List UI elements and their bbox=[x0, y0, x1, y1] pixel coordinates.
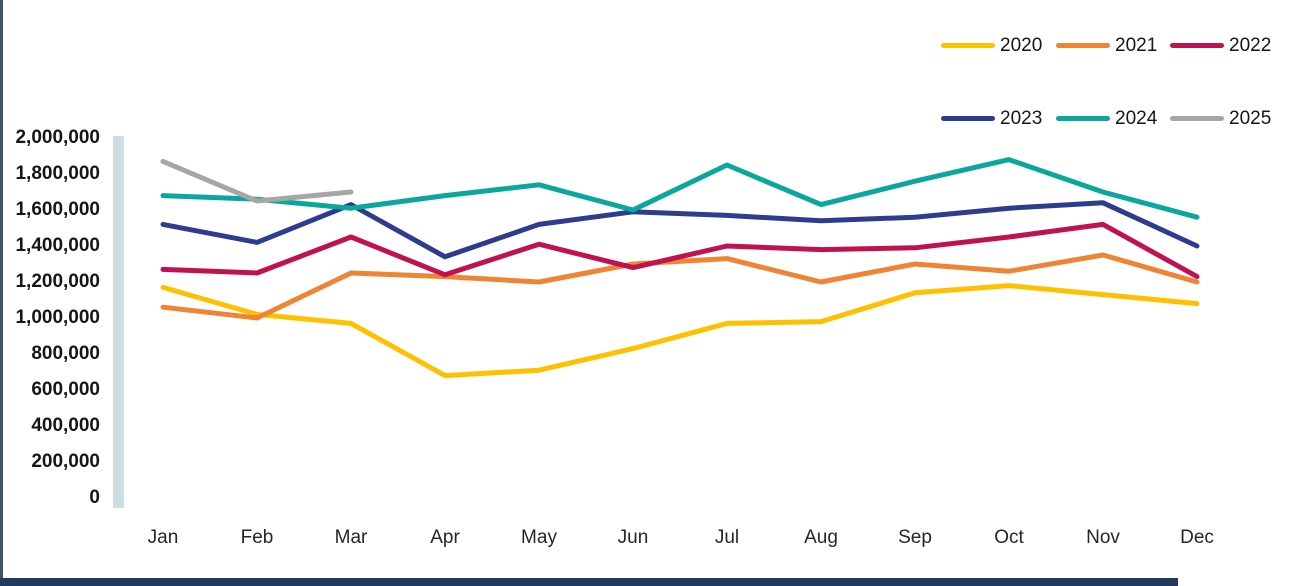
x-tick-label-sep: Sep bbox=[898, 527, 932, 548]
legend-label: 2021 bbox=[1115, 34, 1158, 56]
legend-swatch-2022 bbox=[1170, 43, 1224, 48]
x-tick-label-jan: Jan bbox=[147, 527, 179, 548]
legend-item-2020[interactable]: 2020 bbox=[941, 35, 1042, 56]
legend-swatch-2024 bbox=[1056, 116, 1110, 121]
y-tick-label: 1,000,000 bbox=[15, 307, 100, 328]
x-tick-label-oct: Oct bbox=[994, 527, 1024, 548]
x-tick-label-jun: Jun bbox=[617, 527, 649, 548]
legend-item-2025[interactable]: 2025 bbox=[1170, 108, 1271, 129]
x-tick-label-aug: Aug bbox=[804, 527, 838, 548]
legend-item-2024[interactable]: 2024 bbox=[1056, 108, 1157, 129]
legend-swatch-2020 bbox=[941, 43, 995, 48]
y-tick-label: 400,000 bbox=[31, 415, 100, 436]
x-tick-label-apr: Apr bbox=[430, 527, 460, 548]
x-tick-label-feb: Feb bbox=[240, 527, 274, 548]
y-tick-label: 1,600,000 bbox=[15, 199, 100, 220]
series-line-2020 bbox=[160, 283, 1200, 379]
legend-label: 2024 bbox=[1115, 107, 1158, 129]
y-tick-label: 1,400,000 bbox=[15, 235, 100, 256]
legend-swatch-2021 bbox=[1056, 43, 1110, 48]
legend-label: 2023 bbox=[1000, 107, 1043, 129]
y-tick-label: 200,000 bbox=[31, 451, 100, 472]
legend-item-2022[interactable]: 2022 bbox=[1170, 35, 1271, 56]
series-line-2021 bbox=[160, 252, 1200, 321]
legend-label: 2020 bbox=[1000, 34, 1043, 56]
legend-item-2023[interactable]: 2023 bbox=[941, 108, 1042, 129]
x-tick-label-mar: Mar bbox=[334, 527, 368, 548]
y-tick-label: 0 bbox=[89, 487, 100, 508]
legend-swatch-2025 bbox=[1170, 116, 1224, 121]
x-tick-label-nov: Nov bbox=[1086, 527, 1120, 548]
series-line-2022 bbox=[160, 221, 1200, 280]
legend-swatch-2023 bbox=[941, 116, 995, 121]
legend-label: 2025 bbox=[1229, 107, 1272, 129]
x-tick-label-dec: Dec bbox=[1180, 527, 1214, 548]
y-tick-label: 2,000,000 bbox=[15, 127, 100, 148]
y-tick-label: 600,000 bbox=[31, 379, 100, 400]
series-line-2024 bbox=[160, 157, 1200, 220]
y-axis-band bbox=[113, 136, 124, 508]
x-tick-label-may: May bbox=[521, 527, 557, 548]
y-tick-label: 800,000 bbox=[31, 343, 100, 364]
y-tick-label: 1,800,000 bbox=[15, 163, 100, 184]
legend-label: 2022 bbox=[1229, 34, 1272, 56]
x-tick-label-jul: Jul bbox=[714, 527, 740, 548]
left-border bbox=[0, 0, 3, 586]
y-tick-label: 1,200,000 bbox=[15, 271, 100, 292]
legend-item-2021[interactable]: 2021 bbox=[1056, 35, 1157, 56]
bottom-accent-bar bbox=[0, 578, 1178, 586]
series-line-2023 bbox=[160, 200, 1200, 260]
series-line-2025 bbox=[160, 158, 354, 204]
